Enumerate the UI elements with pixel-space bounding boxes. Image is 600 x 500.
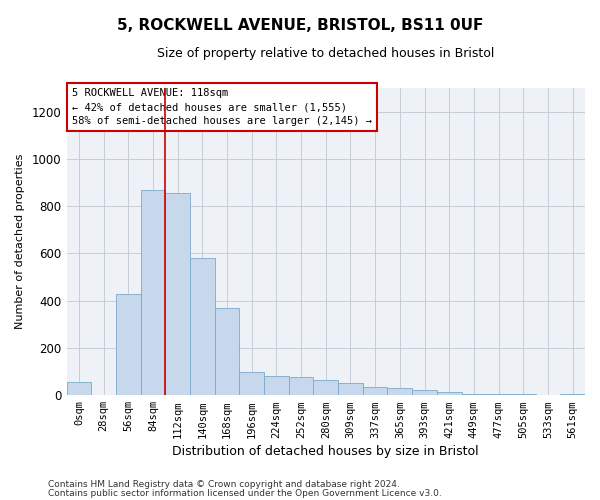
Text: Contains public sector information licensed under the Open Government Licence v3: Contains public sector information licen… <box>48 488 442 498</box>
Bar <box>363 387 388 395</box>
Bar <box>461 394 486 395</box>
Bar <box>215 308 239 395</box>
Text: 5, ROCKWELL AVENUE, BRISTOL, BS11 0UF: 5, ROCKWELL AVENUE, BRISTOL, BS11 0UF <box>117 18 483 32</box>
Bar <box>116 294 140 395</box>
Text: Contains HM Land Registry data © Crown copyright and database right 2024.: Contains HM Land Registry data © Crown c… <box>48 480 400 489</box>
Title: Size of property relative to detached houses in Bristol: Size of property relative to detached ho… <box>157 48 494 60</box>
Y-axis label: Number of detached properties: Number of detached properties <box>15 154 25 330</box>
Bar <box>140 190 166 395</box>
Text: 5 ROCKWELL AVENUE: 118sqm
← 42% of detached houses are smaller (1,555)
58% of se: 5 ROCKWELL AVENUE: 118sqm ← 42% of detac… <box>72 88 372 126</box>
Bar <box>511 394 536 395</box>
Bar <box>437 392 461 395</box>
Bar <box>67 382 91 395</box>
Bar <box>289 378 313 395</box>
Bar <box>313 380 338 395</box>
Bar <box>388 388 412 395</box>
Bar <box>264 376 289 395</box>
Bar <box>560 394 585 395</box>
Bar <box>239 372 264 395</box>
Bar <box>190 258 215 395</box>
Bar <box>412 390 437 395</box>
Bar <box>166 193 190 395</box>
Bar <box>486 394 511 395</box>
Bar <box>338 384 363 395</box>
X-axis label: Distribution of detached houses by size in Bristol: Distribution of detached houses by size … <box>172 444 479 458</box>
